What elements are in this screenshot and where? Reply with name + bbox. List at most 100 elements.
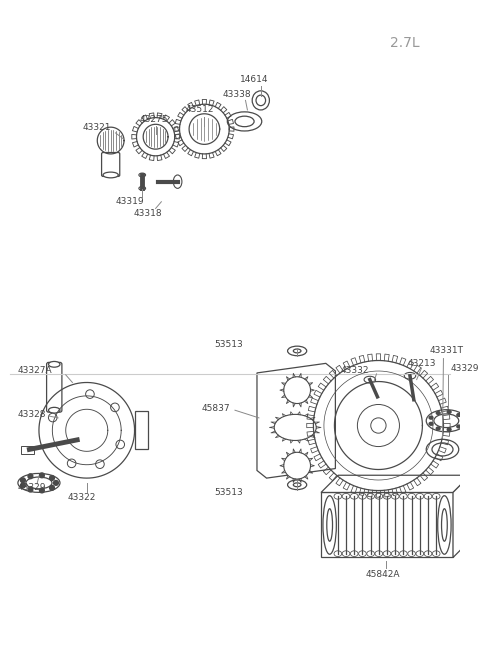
Ellipse shape <box>391 493 399 499</box>
Ellipse shape <box>416 493 424 499</box>
Ellipse shape <box>350 493 358 499</box>
Ellipse shape <box>457 425 461 428</box>
Ellipse shape <box>367 493 374 499</box>
Text: 43321: 43321 <box>82 122 110 132</box>
Ellipse shape <box>342 551 350 557</box>
Circle shape <box>21 483 25 488</box>
Ellipse shape <box>103 172 118 178</box>
Circle shape <box>110 403 119 411</box>
Ellipse shape <box>18 474 60 493</box>
Text: 43275: 43275 <box>140 115 168 124</box>
Polygon shape <box>134 411 148 449</box>
Ellipse shape <box>442 509 447 541</box>
Polygon shape <box>453 476 470 557</box>
Ellipse shape <box>48 362 60 367</box>
Text: 43327A: 43327A <box>18 365 52 375</box>
Ellipse shape <box>429 416 433 419</box>
Circle shape <box>39 488 44 493</box>
Text: 43328: 43328 <box>18 409 47 419</box>
Text: 43338: 43338 <box>223 90 251 99</box>
FancyBboxPatch shape <box>21 446 34 454</box>
Ellipse shape <box>359 551 366 557</box>
Text: 45837: 45837 <box>202 403 230 413</box>
Text: 43322: 43322 <box>68 493 96 502</box>
Ellipse shape <box>383 551 391 557</box>
Ellipse shape <box>323 496 336 554</box>
Ellipse shape <box>416 551 424 557</box>
Ellipse shape <box>432 493 440 499</box>
Ellipse shape <box>274 415 316 440</box>
Circle shape <box>116 440 124 449</box>
Ellipse shape <box>429 422 433 425</box>
Ellipse shape <box>26 477 52 489</box>
Circle shape <box>28 474 33 479</box>
Ellipse shape <box>139 187 145 190</box>
Ellipse shape <box>367 551 374 557</box>
Ellipse shape <box>391 551 399 557</box>
Ellipse shape <box>432 551 440 557</box>
Circle shape <box>358 405 399 447</box>
Text: 43319: 43319 <box>116 197 144 206</box>
Text: 53513: 53513 <box>214 340 243 348</box>
Ellipse shape <box>399 493 407 499</box>
Circle shape <box>85 390 94 398</box>
Ellipse shape <box>461 419 465 422</box>
Text: 45842A: 45842A <box>366 571 400 579</box>
Circle shape <box>21 478 25 483</box>
Ellipse shape <box>293 349 301 353</box>
Text: 53513: 53513 <box>214 488 243 497</box>
Ellipse shape <box>399 551 407 557</box>
Ellipse shape <box>438 496 451 554</box>
Ellipse shape <box>434 414 459 428</box>
Text: 14614: 14614 <box>240 75 268 84</box>
Ellipse shape <box>432 443 453 456</box>
Ellipse shape <box>457 413 461 417</box>
Circle shape <box>96 460 104 468</box>
Ellipse shape <box>228 112 262 131</box>
Circle shape <box>49 485 54 490</box>
Text: 2.7L: 2.7L <box>390 35 420 50</box>
Polygon shape <box>257 364 336 478</box>
Ellipse shape <box>436 427 440 430</box>
Circle shape <box>371 418 386 433</box>
Ellipse shape <box>447 411 451 413</box>
Circle shape <box>48 413 57 422</box>
Ellipse shape <box>408 551 416 557</box>
Ellipse shape <box>173 175 182 189</box>
Ellipse shape <box>364 376 375 383</box>
Ellipse shape <box>139 173 145 177</box>
Text: 43213: 43213 <box>407 359 436 368</box>
FancyBboxPatch shape <box>102 153 120 176</box>
Ellipse shape <box>235 116 254 126</box>
Circle shape <box>49 476 54 480</box>
Polygon shape <box>321 493 453 557</box>
Ellipse shape <box>327 509 333 541</box>
Circle shape <box>39 473 44 477</box>
Ellipse shape <box>288 346 307 356</box>
Text: 43331T: 43331T <box>429 346 463 356</box>
Ellipse shape <box>375 551 383 557</box>
Circle shape <box>54 481 59 485</box>
Ellipse shape <box>252 91 269 110</box>
Ellipse shape <box>424 493 432 499</box>
Circle shape <box>284 453 311 479</box>
Text: 43318: 43318 <box>133 209 162 217</box>
Ellipse shape <box>447 428 451 431</box>
Polygon shape <box>321 476 470 493</box>
Ellipse shape <box>404 373 416 379</box>
Ellipse shape <box>288 480 307 489</box>
Ellipse shape <box>426 409 467 432</box>
Ellipse shape <box>342 493 350 499</box>
Ellipse shape <box>408 493 416 499</box>
Circle shape <box>28 487 33 492</box>
Ellipse shape <box>359 493 366 499</box>
FancyBboxPatch shape <box>47 362 62 412</box>
Ellipse shape <box>334 493 342 499</box>
Ellipse shape <box>436 411 440 415</box>
Text: 43332: 43332 <box>340 365 369 375</box>
Ellipse shape <box>375 493 383 499</box>
Ellipse shape <box>426 440 459 460</box>
Ellipse shape <box>334 551 342 557</box>
Circle shape <box>284 377 311 403</box>
Ellipse shape <box>383 493 391 499</box>
